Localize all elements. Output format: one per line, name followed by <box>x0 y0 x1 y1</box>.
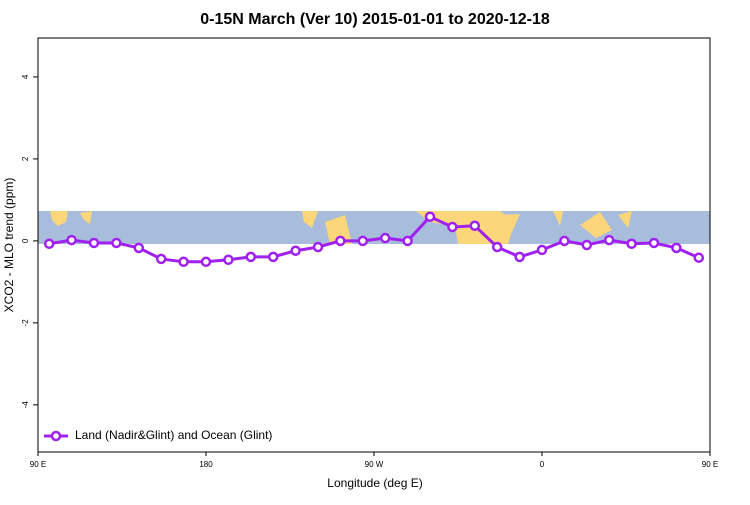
data-point <box>312 241 324 253</box>
x-tick-label: 0 <box>540 460 545 469</box>
data-point <box>267 251 279 263</box>
legend-marker <box>50 430 62 442</box>
data-point <box>536 244 548 256</box>
y-tick-label: 2 <box>21 156 30 161</box>
data-point <box>581 239 593 251</box>
y-tick-label: 4 <box>21 74 30 79</box>
y-tick-label: 0 <box>21 238 30 243</box>
data-point <box>43 238 55 250</box>
data-point <box>402 235 413 247</box>
x-tick-label: 90 E <box>702 460 718 469</box>
x-tick-label: 90 E <box>30 460 46 469</box>
data-point <box>245 251 257 263</box>
data-point <box>424 211 436 222</box>
y-axis-label: XCO2 - MLO trend (ppm) <box>2 178 16 313</box>
data-point <box>514 251 525 263</box>
data-point <box>178 256 189 268</box>
data-point <box>671 242 682 254</box>
data-point <box>559 235 570 247</box>
data-point <box>447 221 458 233</box>
data-point <box>603 234 615 246</box>
legend-label: Land (Nadir&Glint) and Ocean (Glint) <box>75 428 272 442</box>
data-point <box>133 242 145 254</box>
data-point <box>357 235 369 247</box>
data-point <box>111 237 122 249</box>
x-tick-label: 90 W <box>365 460 384 469</box>
data-point <box>88 237 100 249</box>
data-point <box>66 234 77 246</box>
data-point <box>491 241 503 253</box>
y-tick-label: -2 <box>21 319 30 327</box>
x-tick-label: 180 <box>199 460 213 469</box>
data-point <box>155 253 167 265</box>
data-point <box>648 237 660 249</box>
data-point <box>200 256 212 268</box>
data-point <box>693 252 705 263</box>
data-point <box>223 254 234 266</box>
chart-title: 0-15N March (Ver 10) 2015-01-01 to 2020-… <box>200 11 550 28</box>
data-point <box>335 235 346 247</box>
data-point <box>469 220 481 231</box>
x-axis-label: Longitude (deg E) <box>327 476 422 490</box>
data-point <box>290 245 301 256</box>
data-point <box>626 238 637 250</box>
y-tick-label: -4 <box>21 401 30 409</box>
data-point <box>379 232 391 244</box>
